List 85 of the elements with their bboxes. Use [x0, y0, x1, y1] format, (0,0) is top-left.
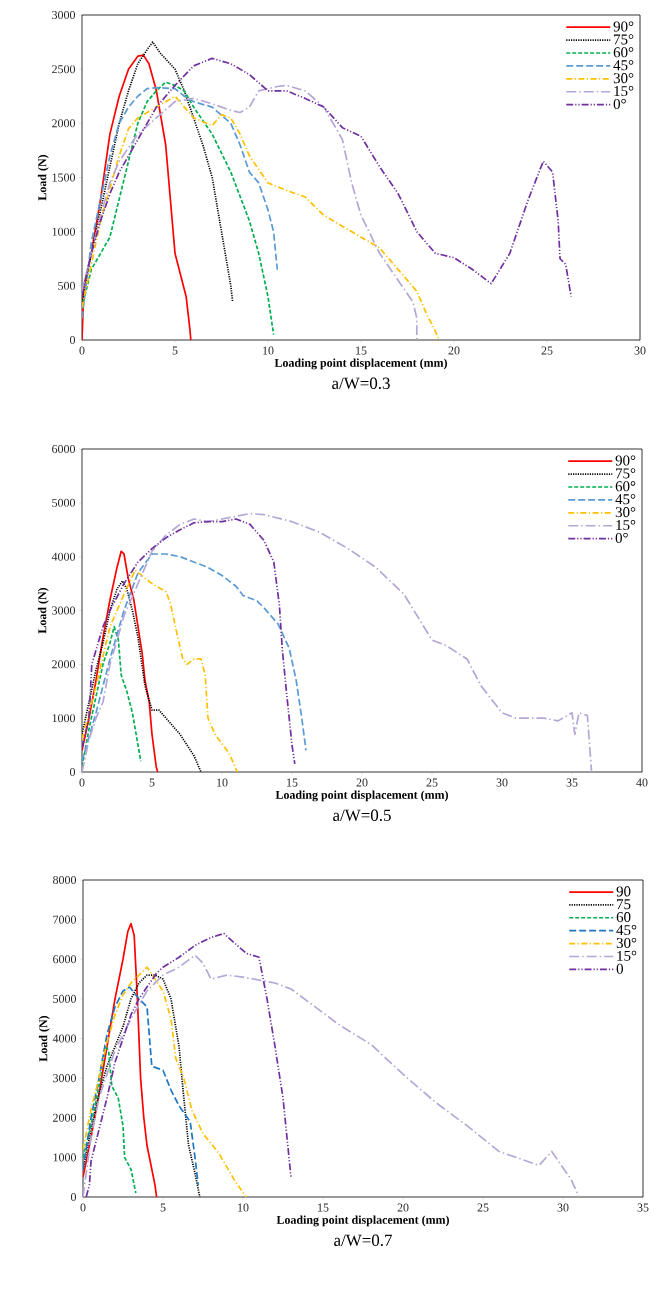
legend-label: 45° [616, 924, 637, 936]
y-tick-label: 500 [58, 281, 76, 290]
line-series [83, 954, 580, 1198]
x-tick-label: 5 [172, 346, 178, 355]
y-tick-label: 3000 [52, 10, 76, 20]
x-tick-label: 20 [448, 346, 460, 355]
y-axis-title: Load (N) [38, 1015, 50, 1062]
y-tick-label: 2000 [52, 660, 76, 669]
x-axis-title: Loading point displacement (mm) [275, 790, 448, 802]
legend-label: 0° [613, 98, 626, 110]
x-tick-label: 35 [637, 1203, 649, 1212]
line-series [82, 625, 142, 768]
line-series [82, 553, 307, 763]
x-axis-title: Loading point displacement (mm) [274, 358, 447, 370]
text: a/W=0.7 [334, 1234, 392, 1247]
legend-label: 15° [614, 86, 634, 97]
legend-label: 60 [616, 912, 631, 923]
x-tick-label: 25 [541, 346, 553, 355]
x-tick-label: 30 [634, 346, 646, 355]
x-tick-label: 0 [79, 346, 85, 355]
y-tick-label: 5000 [53, 994, 77, 1003]
legend-label: 90° [615, 455, 636, 466]
legend-label: 45° [615, 494, 636, 505]
y-tick-label: 0 [70, 1192, 77, 1202]
y-tick-label: 8000 [53, 875, 77, 885]
y-tick-label: 2000 [52, 119, 76, 128]
y-tick-label: 5000 [52, 498, 76, 507]
legend-label: 45° [613, 60, 634, 71]
text: a/W=0.5 [333, 809, 391, 822]
x-tick-label: 30 [496, 778, 508, 787]
x-tick-label: 20 [397, 1203, 409, 1212]
y-tick-label: 1500 [52, 173, 76, 182]
legend-label: 0° [615, 532, 628, 544]
x-tick-label: 5 [149, 778, 155, 787]
y-tick-label: 7000 [53, 915, 77, 924]
x-tick-label: 30 [557, 1203, 569, 1212]
x-tick-label: 10 [217, 778, 228, 787]
legend-label: 90° [613, 21, 634, 32]
x-tick-label: 10 [263, 346, 274, 355]
y-tick-label: 2500 [52, 65, 76, 74]
x-tick-label: 15 [318, 1203, 329, 1212]
line-series [82, 518, 296, 765]
y-tick-label: 0 [69, 335, 76, 345]
y-tick-label: 4000 [52, 1034, 77, 1043]
legend-label: 75° [614, 34, 634, 45]
line-series [83, 966, 248, 1198]
legend-label: 60° [613, 47, 634, 58]
legend-label: 0 [616, 963, 623, 974]
y-tick-label: 4000 [51, 552, 76, 561]
x-tick-label: 25 [477, 1203, 489, 1212]
x-tick-label: 35 [566, 778, 578, 787]
line-series [82, 569, 239, 773]
y-tick-label: 1000 [53, 1153, 77, 1162]
x-tick-label: 0 [79, 778, 85, 787]
legend-label: 30° [615, 507, 636, 518]
x-tick-label: 15 [356, 346, 367, 355]
legend-label: 30° [613, 73, 634, 84]
legend-label: 15° [617, 950, 637, 961]
y-tick-label: 0 [69, 767, 76, 777]
y-tick-label: 3000 [53, 1074, 77, 1083]
x-axis-title: Loading point displacement (mm) [276, 1215, 449, 1227]
x-tick-label: 10 [238, 1203, 249, 1212]
x-tick-label: 5 [160, 1203, 166, 1212]
x-tick-label: 0 [80, 1203, 86, 1212]
legend-label: 30° [616, 937, 637, 948]
y-tick-label: 3000 [52, 606, 76, 615]
y-axis-title: Load (N) [37, 154, 49, 201]
legend-label: 90 [616, 886, 631, 897]
y-tick-label: 6000 [53, 955, 77, 964]
y-tick-label: 6000 [52, 444, 76, 454]
legend-label: 60° [615, 481, 636, 492]
text: a/W=0.3 [332, 377, 390, 390]
x-tick-label: 25 [426, 778, 438, 787]
x-tick-label: 20 [356, 778, 368, 787]
legend-label: 75 [617, 899, 631, 910]
x-tick-label: 15 [287, 778, 298, 787]
legend-label: 75° [616, 468, 636, 479]
y-axis-title: Load (N) [37, 587, 49, 634]
y-tick-label: 1000 [52, 714, 76, 723]
line-series [83, 1045, 137, 1194]
y-tick-label: 2000 [53, 1113, 77, 1122]
legend-label: 15° [616, 520, 636, 531]
y-tick-label: 1000 [52, 227, 76, 236]
x-tick-label: 40 [636, 778, 648, 787]
line-series [82, 54, 192, 340]
